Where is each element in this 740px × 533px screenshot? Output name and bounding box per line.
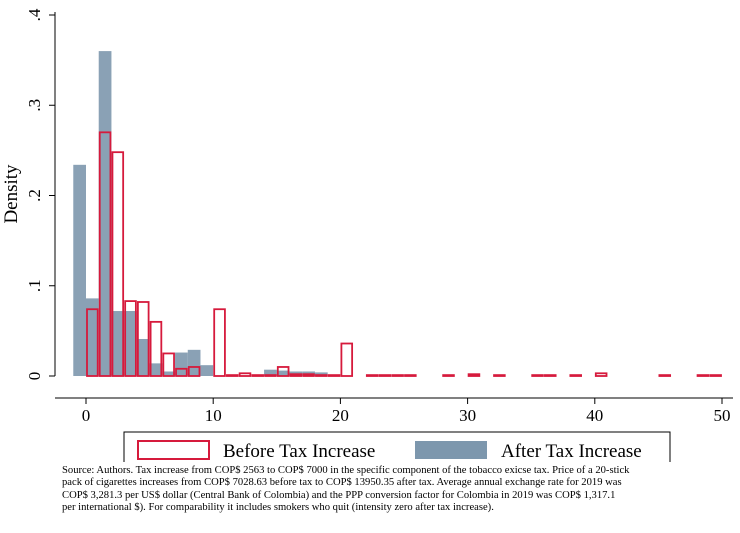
after-tax-bars [73,51,328,376]
legend-box [123,431,671,462]
y-tick-label-2: .2 [25,189,44,202]
before-bar-11 [238,372,252,377]
after-bar-15 [314,372,328,376]
before-bar-32 [696,374,710,377]
y-tick-label-4: .4 [25,8,44,21]
before-bar-1 [98,131,112,377]
before-bar-23 [404,374,417,377]
source-note: Source: Authors. Tax increase from COP$ … [62,465,630,514]
before-bar-12 [251,374,264,377]
before-bar-19 [340,342,354,377]
legend: Before Tax Increase After Tax Increase [123,431,671,462]
x-tick-label-5: 50 [714,406,731,425]
axes [54,12,733,399]
y-ticks: 0 .1 .2 .3 .4 [25,8,55,380]
after-bar-6 [149,363,163,376]
after-bar-7 [162,371,176,376]
before-bar-28 [544,374,557,377]
before-bar-29 [569,374,582,377]
legend-swatch-after [415,441,487,459]
before-bar-22 [391,374,404,377]
before-bar-27 [531,374,544,377]
after-bar-2 [98,51,112,376]
before-bar-10 [226,374,239,377]
y-tick-label-1: .1 [25,279,44,292]
before-bar-7 [175,367,188,377]
before-bar-3 [124,300,137,377]
before-bar-24 [442,374,455,377]
before-bar-0 [86,308,99,377]
x-tick-label-1: 10 [205,406,222,425]
density-histogram-chart: 0 .1 .2 .3 .4 0 10 20 30 40 50 Density Before Tax… [1,8,733,462]
after-bar-11 [264,369,277,376]
x-tick-label-3: 30 [459,406,476,425]
before-bar-2 [111,151,125,377]
legend-label-after: After Tax Increase [501,441,642,462]
before-bar-33 [709,374,722,377]
before-bar-16 [302,373,315,377]
before-tax-bars [86,131,722,377]
x-tick-label-2: 20 [332,406,349,425]
before-bar-18 [327,374,341,377]
before-bar-9 [213,308,226,377]
after-bar-5 [136,338,150,376]
before-bar-8 [187,366,201,377]
before-bar-26 [493,374,506,377]
y-axis-title: Density [1,164,22,224]
before-bar-6 [162,352,175,377]
after-bar-0 [73,164,86,376]
before-bar-30 [594,372,608,377]
before-bar-15 [289,373,303,377]
before-bar-20 [365,374,379,377]
before-bar-25 [467,373,481,377]
after-bar-10 [200,365,214,376]
x-tick-label-0: 0 [82,406,91,425]
after-bar-8 [175,352,188,376]
before-bar-4 [136,301,150,377]
before-bar-13 [264,374,277,377]
after-bar-1 [86,298,99,376]
after-bar-9 [187,349,201,376]
before-bar-31 [658,374,672,377]
legend-swatch-before [137,440,210,460]
before-bar-21 [378,374,392,377]
y-tick-label-0: 0 [25,372,44,381]
x-tick-label-4: 40 [586,406,603,425]
x-ticks: 0 10 20 30 40 50 [82,398,731,425]
before-bar-5 [149,320,163,377]
before-bar-17 [315,374,328,377]
legend-label-before: Before Tax Increase [223,441,375,462]
after-bar-3 [111,311,125,376]
after-bar-4 [124,311,137,376]
y-tick-label-3: .3 [25,99,44,112]
after-bar-12 [276,370,290,376]
before-bar-14 [276,366,290,377]
